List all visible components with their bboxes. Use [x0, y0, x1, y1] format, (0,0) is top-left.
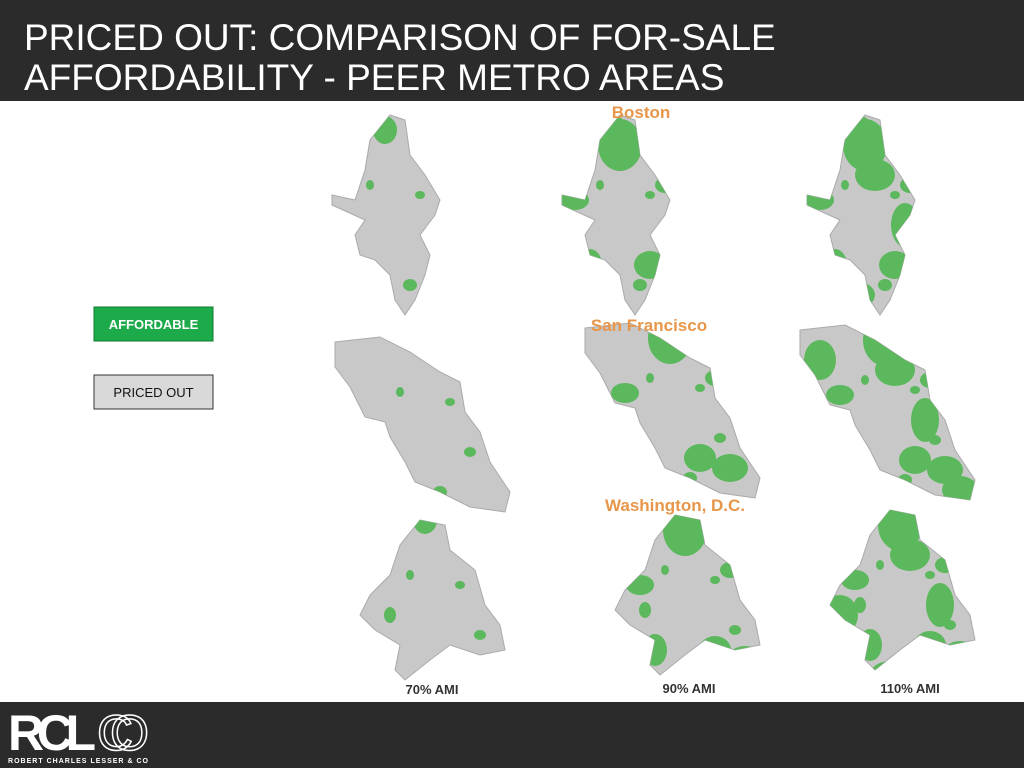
region-label: Washington, D.C. — [605, 496, 745, 515]
title-line: PRICED OUT: COMPARISON OF FOR-SALE — [24, 17, 776, 58]
legend-label: AFFORDABLE — [109, 317, 199, 332]
map — [614, 514, 761, 676]
column-label: 110% AMI — [880, 681, 940, 696]
footer-bar — [0, 702, 1024, 768]
region-label: Boston — [612, 103, 671, 122]
logo: RCL — [8, 705, 96, 761]
company-name: ROBERT CHARLES LESSER & CO — [8, 758, 149, 765]
map — [331, 114, 441, 316]
column-label: 70% AMI — [406, 682, 459, 697]
map — [584, 322, 761, 499]
legend-swatch — [93, 374, 214, 410]
map — [359, 519, 506, 681]
map — [334, 336, 511, 513]
header-bar — [0, 0, 1024, 101]
legend-label: PRICED OUT — [113, 385, 193, 400]
map — [829, 509, 976, 671]
region-label: San Francisco — [591, 316, 707, 335]
maps — [331, 114, 976, 681]
title-line: AFFORDABILITY - PEER METRO AREAS — [24, 57, 724, 98]
logo: CO — [97, 705, 149, 761]
map — [799, 324, 976, 501]
legend-swatch — [93, 306, 214, 342]
map — [806, 114, 916, 316]
map — [561, 114, 671, 316]
legend: AFFORDABLE PRICED OUT — [93, 306, 214, 410]
column-label: 90% AMI — [663, 681, 716, 696]
